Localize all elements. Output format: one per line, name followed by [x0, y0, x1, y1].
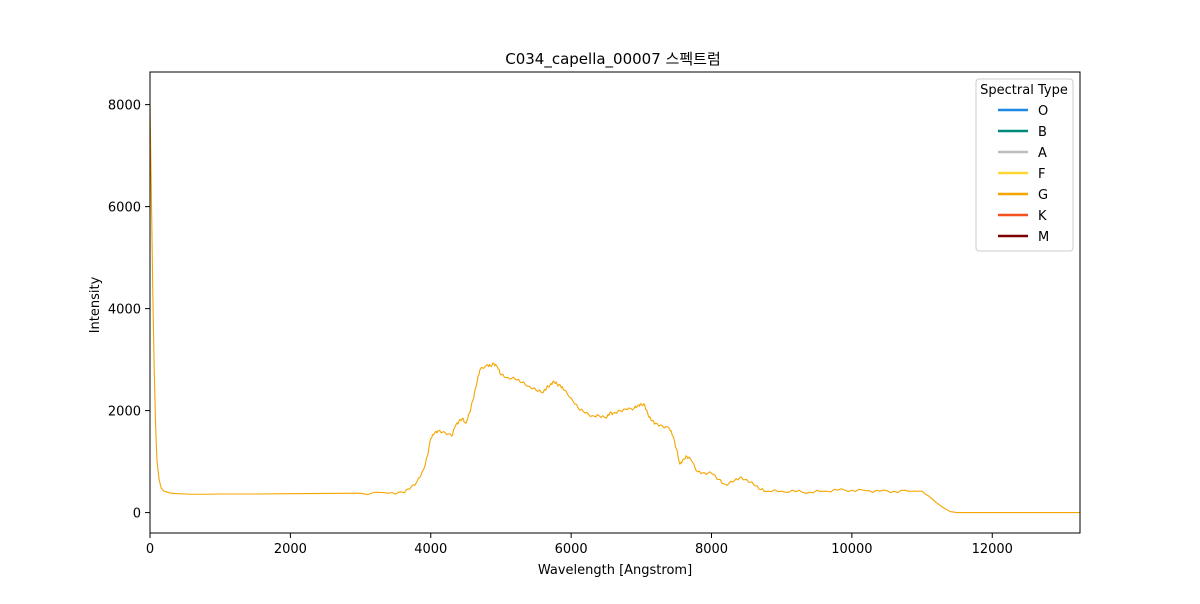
plot-area: [149, 104, 1080, 514]
y-axis-ticks: 0 2000 4000 6000 8000: [108, 99, 150, 522]
y-axis-label: Intensity: [88, 276, 103, 333]
legend-label-K: K: [1038, 209, 1047, 224]
series-line-0: [149, 104, 1080, 514]
y-tick-label: 6000: [108, 201, 141, 216]
x-tick-label: 8000: [695, 542, 728, 557]
legend-label-B: B: [1038, 125, 1047, 140]
chart-title: C034_capella_00007 스펙트럼: [505, 50, 721, 69]
legend-label-F: F: [1038, 167, 1045, 182]
legend-label-A: A: [1038, 146, 1047, 161]
y-tick-label: 8000: [108, 99, 141, 114]
x-tick-label: 6000: [555, 542, 588, 557]
x-tick-label: 4000: [414, 542, 447, 557]
x-tick-label: 0: [146, 542, 154, 557]
x-axis-label: Wavelength [Angstrom]: [538, 563, 692, 578]
y-tick-label: 0: [133, 507, 141, 522]
legend-label-M: M: [1038, 230, 1049, 245]
legend-title: Spectral Type: [980, 83, 1068, 98]
legend-label-G: G: [1038, 188, 1048, 203]
x-tick-label: 2000: [274, 542, 307, 557]
x-axis-ticks: 0 2000 4000 6000 8000 10000 12000: [146, 533, 1013, 557]
plot-frame: [149, 71, 1081, 534]
y-tick-label: 2000: [108, 405, 141, 420]
legend-label-O: O: [1038, 104, 1048, 119]
legend-box: [975, 78, 1074, 252]
x-tick-label: 10000: [831, 542, 872, 557]
y-tick-label: 4000: [108, 303, 141, 318]
x-tick-label: 12000: [972, 542, 1013, 557]
